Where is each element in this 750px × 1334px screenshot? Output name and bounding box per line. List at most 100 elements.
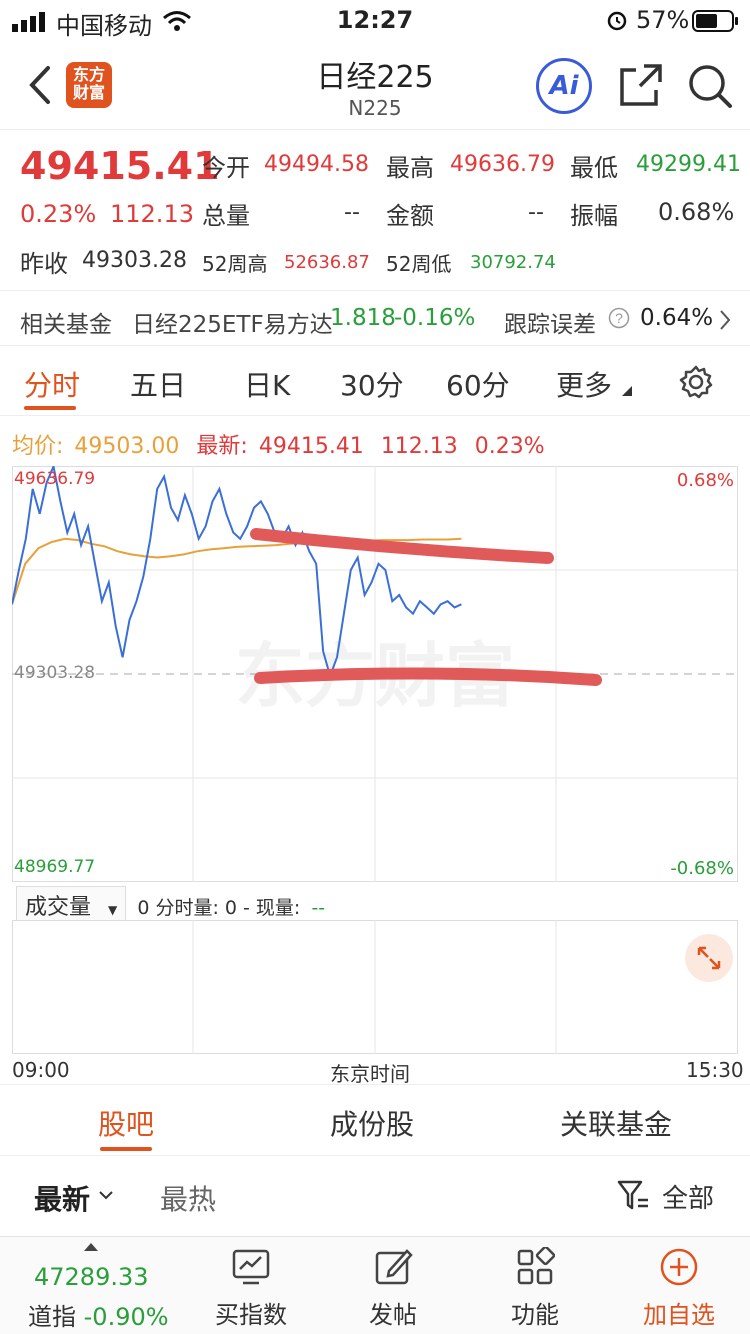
latest-label: 最新: [196,434,248,459]
sort-filter-row: 最新 最热 全部 [0,1156,750,1236]
amplitude-value: 0.68% [658,198,735,226]
signal-icon [12,12,45,32]
status-bar: 中国移动 12:27 57% [0,0,750,40]
chart-grid [12,466,738,882]
wk52-low-label: 52周低 [386,252,452,276]
sort-latest[interactable]: 最新 [34,1183,91,1216]
x-start-label: 09:00 [12,1058,70,1082]
high-value: 49636.79 [450,152,555,177]
tracking-label: 跟踪误差 [504,312,596,338]
tab-60min[interactable]: 60分 [446,369,510,402]
volume-chart[interactable] [12,920,738,1054]
period-tabs: 分时 五日 日K 30分 60分 更多 [0,348,750,416]
current-price: 49415.41 [20,144,220,188]
amount-value: -- [528,200,544,225]
latest-change: 112.13 [380,434,458,459]
alarm-icon [607,11,627,31]
buy-index-label: 买指数 [215,1301,287,1329]
ai-button[interactable]: Ai [536,58,592,114]
search-icon[interactable] [686,62,734,110]
price-summary-line: 均价: 49503.00 最新: 49415.41 112.13 0.23% [12,428,545,460]
caret-up-icon [84,1243,98,1251]
volume-value: -- [344,200,360,225]
function-label: 功能 [511,1301,559,1329]
page-subtitle: N225 [348,96,402,120]
low-value: 49299.41 [636,152,741,177]
svg-text:?: ? [615,310,623,326]
tab-related-funds[interactable]: 关联基金 [560,1108,673,1141]
add-watchlist-button[interactable]: 加自选 [604,1237,750,1334]
wk52-high-label: 52周高 [202,252,268,276]
buy-index-button[interactable]: 买指数 [176,1237,326,1334]
y-low-label: 48969.77 [14,857,95,877]
sort-hot[interactable]: 最热 [160,1183,217,1216]
settings-icon[interactable] [678,364,714,400]
bottom-toolbar: 47289.33 道指 -0.90% 买指数 发帖 功能 [0,1236,750,1334]
annotation-upper-line [250,528,554,564]
intraday-chart[interactable]: 东方财富 49636.79 49303.28 48969.77 0.68% -0… [12,466,738,882]
tab-more[interactable]: 更多 [556,369,613,402]
open-label: 今开 [202,154,250,182]
related-fund-row[interactable]: 相关基金 日经225ETF易方达 1.818 -0.16% 跟踪误差 ? 0.6… [0,290,750,346]
wifi-icon [163,11,191,31]
filter-icon[interactable] [616,1178,650,1212]
content-tabs: 股吧 成份股 关联基金 [0,1084,750,1156]
add-circle-icon [660,1248,698,1286]
fund-label: 相关基金 [20,312,112,338]
index-change: -0.90% [83,1303,169,1331]
tab-intraday[interactable]: 分时 [24,369,81,402]
back-icon[interactable] [26,64,52,106]
function-button[interactable]: 功能 [460,1237,610,1334]
page-title: 日经225 [316,60,434,95]
post-label: 发帖 [369,1301,417,1329]
chart-icon [232,1249,270,1285]
tracking-value: 0.64% [640,305,714,331]
avg-value: 49503.00 [74,434,180,459]
active-subtab-indicator [100,1147,152,1151]
tab-stock-forum[interactable]: 股吧 [98,1108,155,1141]
amount-label: 金额 [386,202,434,230]
battery-percent: 57% [636,6,690,34]
chevron-down-icon [99,1191,113,1200]
battery-icon [692,10,738,32]
tab-daily-k[interactable]: 日K [244,369,291,402]
low-label: 最低 [570,154,618,182]
app-logo[interactable]: 东方财富 [66,62,112,108]
change-percent: 0.23% [20,200,97,228]
prev-close-label: 昨收 [20,250,68,278]
filter-all[interactable]: 全部 [662,1184,715,1214]
chevron-right-icon [720,310,731,330]
nav-header: 东方财富 日经225 N225 Ai [0,40,750,130]
edit-icon [375,1249,413,1285]
avg-label: 均价: [12,434,64,459]
high-label: 最高 [386,154,434,182]
expand-icon[interactable] [685,934,733,982]
index-ticker[interactable]: 47289.33 道指 -0.90% [10,1237,180,1334]
amplitude-label: 振幅 [570,202,618,230]
y-high-label: 49636.79 [14,469,95,489]
fund-name: 日经225ETF易方达 [132,312,333,338]
open-value: 49494.58 [264,152,369,177]
tab-30min[interactable]: 30分 [340,369,404,402]
volume-selector[interactable]: 成交量 ▼ [16,886,127,924]
index-value: 47289.33 [34,1263,149,1291]
tab-five-day[interactable]: 五日 [130,369,187,402]
latest-percent: 0.23% [474,434,545,459]
annotation-lower-line [254,667,602,686]
volume-detail: 0 分时量: 0 - 现量: [137,897,301,919]
clock: 12:27 [336,6,414,34]
fund-price: 1.818 [330,305,396,331]
index-name: 道指 [28,1303,76,1331]
latest-value: 49415.41 [258,434,364,459]
y-mid-label: 49303.28 [14,663,95,683]
help-icon[interactable]: ? [608,307,630,329]
carrier-label: 中国移动 [56,12,152,40]
avg-price-series [12,537,462,605]
tab-constituents[interactable]: 成份股 [330,1108,415,1141]
post-button[interactable]: 发帖 [318,1237,468,1334]
active-tab-indicator [24,406,76,410]
share-icon[interactable] [618,62,664,108]
x-end-label: 15:30 [686,1058,744,1082]
pct-high-label: 0.68% [677,470,734,491]
volume-header: 成交量 ▼ 0 分时量: 0 - 现量: -- [16,886,325,924]
